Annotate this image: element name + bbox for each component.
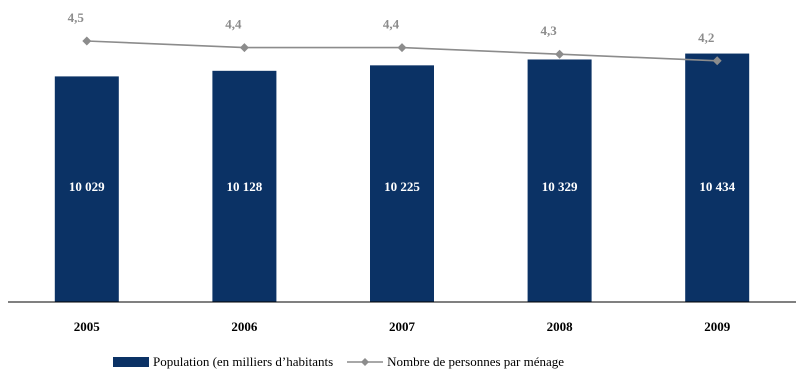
bar-2007 [370, 65, 434, 302]
legend-swatch-line [347, 358, 384, 366]
bar-value-label-2008: 10 329 [542, 179, 578, 194]
line-marker-2008 [555, 49, 565, 59]
bar-value-label-2005: 10 029 [69, 179, 105, 194]
legend-item-persons: Nombre de personnes par ménage [347, 354, 564, 370]
bar-value-label-2006: 10 128 [227, 179, 263, 194]
category-label-2006: 2006 [231, 319, 258, 334]
bar-value-label-2007: 10 225 [384, 179, 420, 194]
line-marker-2007 [397, 43, 407, 53]
legend-swatch-bar [113, 357, 149, 367]
line-value-label-2009: 4,2 [698, 30, 714, 45]
legend: Population (en milliers d’habitants Nomb… [113, 353, 578, 371]
line-value-label-2006: 4,4 [225, 17, 242, 32]
line-marker-2009 [712, 56, 722, 66]
category-labels: 2005 2006 2007 2008 2009 [74, 319, 731, 334]
category-label-2009: 2009 [704, 319, 731, 334]
bar-2008 [527, 59, 592, 303]
line-marker-2005 [82, 36, 92, 46]
bar-2009 [685, 53, 750, 302]
category-label-2007: 2007 [389, 319, 416, 334]
line-layer: 4,5 4,4 4,4 4,3 4,2 [68, 10, 722, 66]
bar-2006 [212, 70, 277, 302]
legend-label-persons: Nombre de personnes par ménage [387, 354, 565, 369]
line-value-label-2008: 4,3 [540, 23, 557, 38]
legend-label-population: Population (en milliers d’habitants [153, 354, 334, 369]
category-label-2005: 2005 [74, 319, 101, 334]
category-label-2008: 2008 [547, 319, 574, 334]
bars-layer: 10 029 10 128 10 225 10 329 10 434 [54, 53, 750, 303]
line-value-label-2005: 4,5 [68, 10, 85, 25]
chart: 10 029 10 128 10 225 10 329 10 434 4,5 4,4 4,4… [8, 10, 796, 334]
bar-2005 [54, 76, 119, 303]
bar-value-label-2009: 10 434 [699, 179, 735, 194]
legend-item-population: Population (en milliers d’habitants [113, 354, 333, 370]
line-marker-2006 [239, 43, 249, 53]
line-value-label-2007: 4,4 [383, 17, 400, 32]
